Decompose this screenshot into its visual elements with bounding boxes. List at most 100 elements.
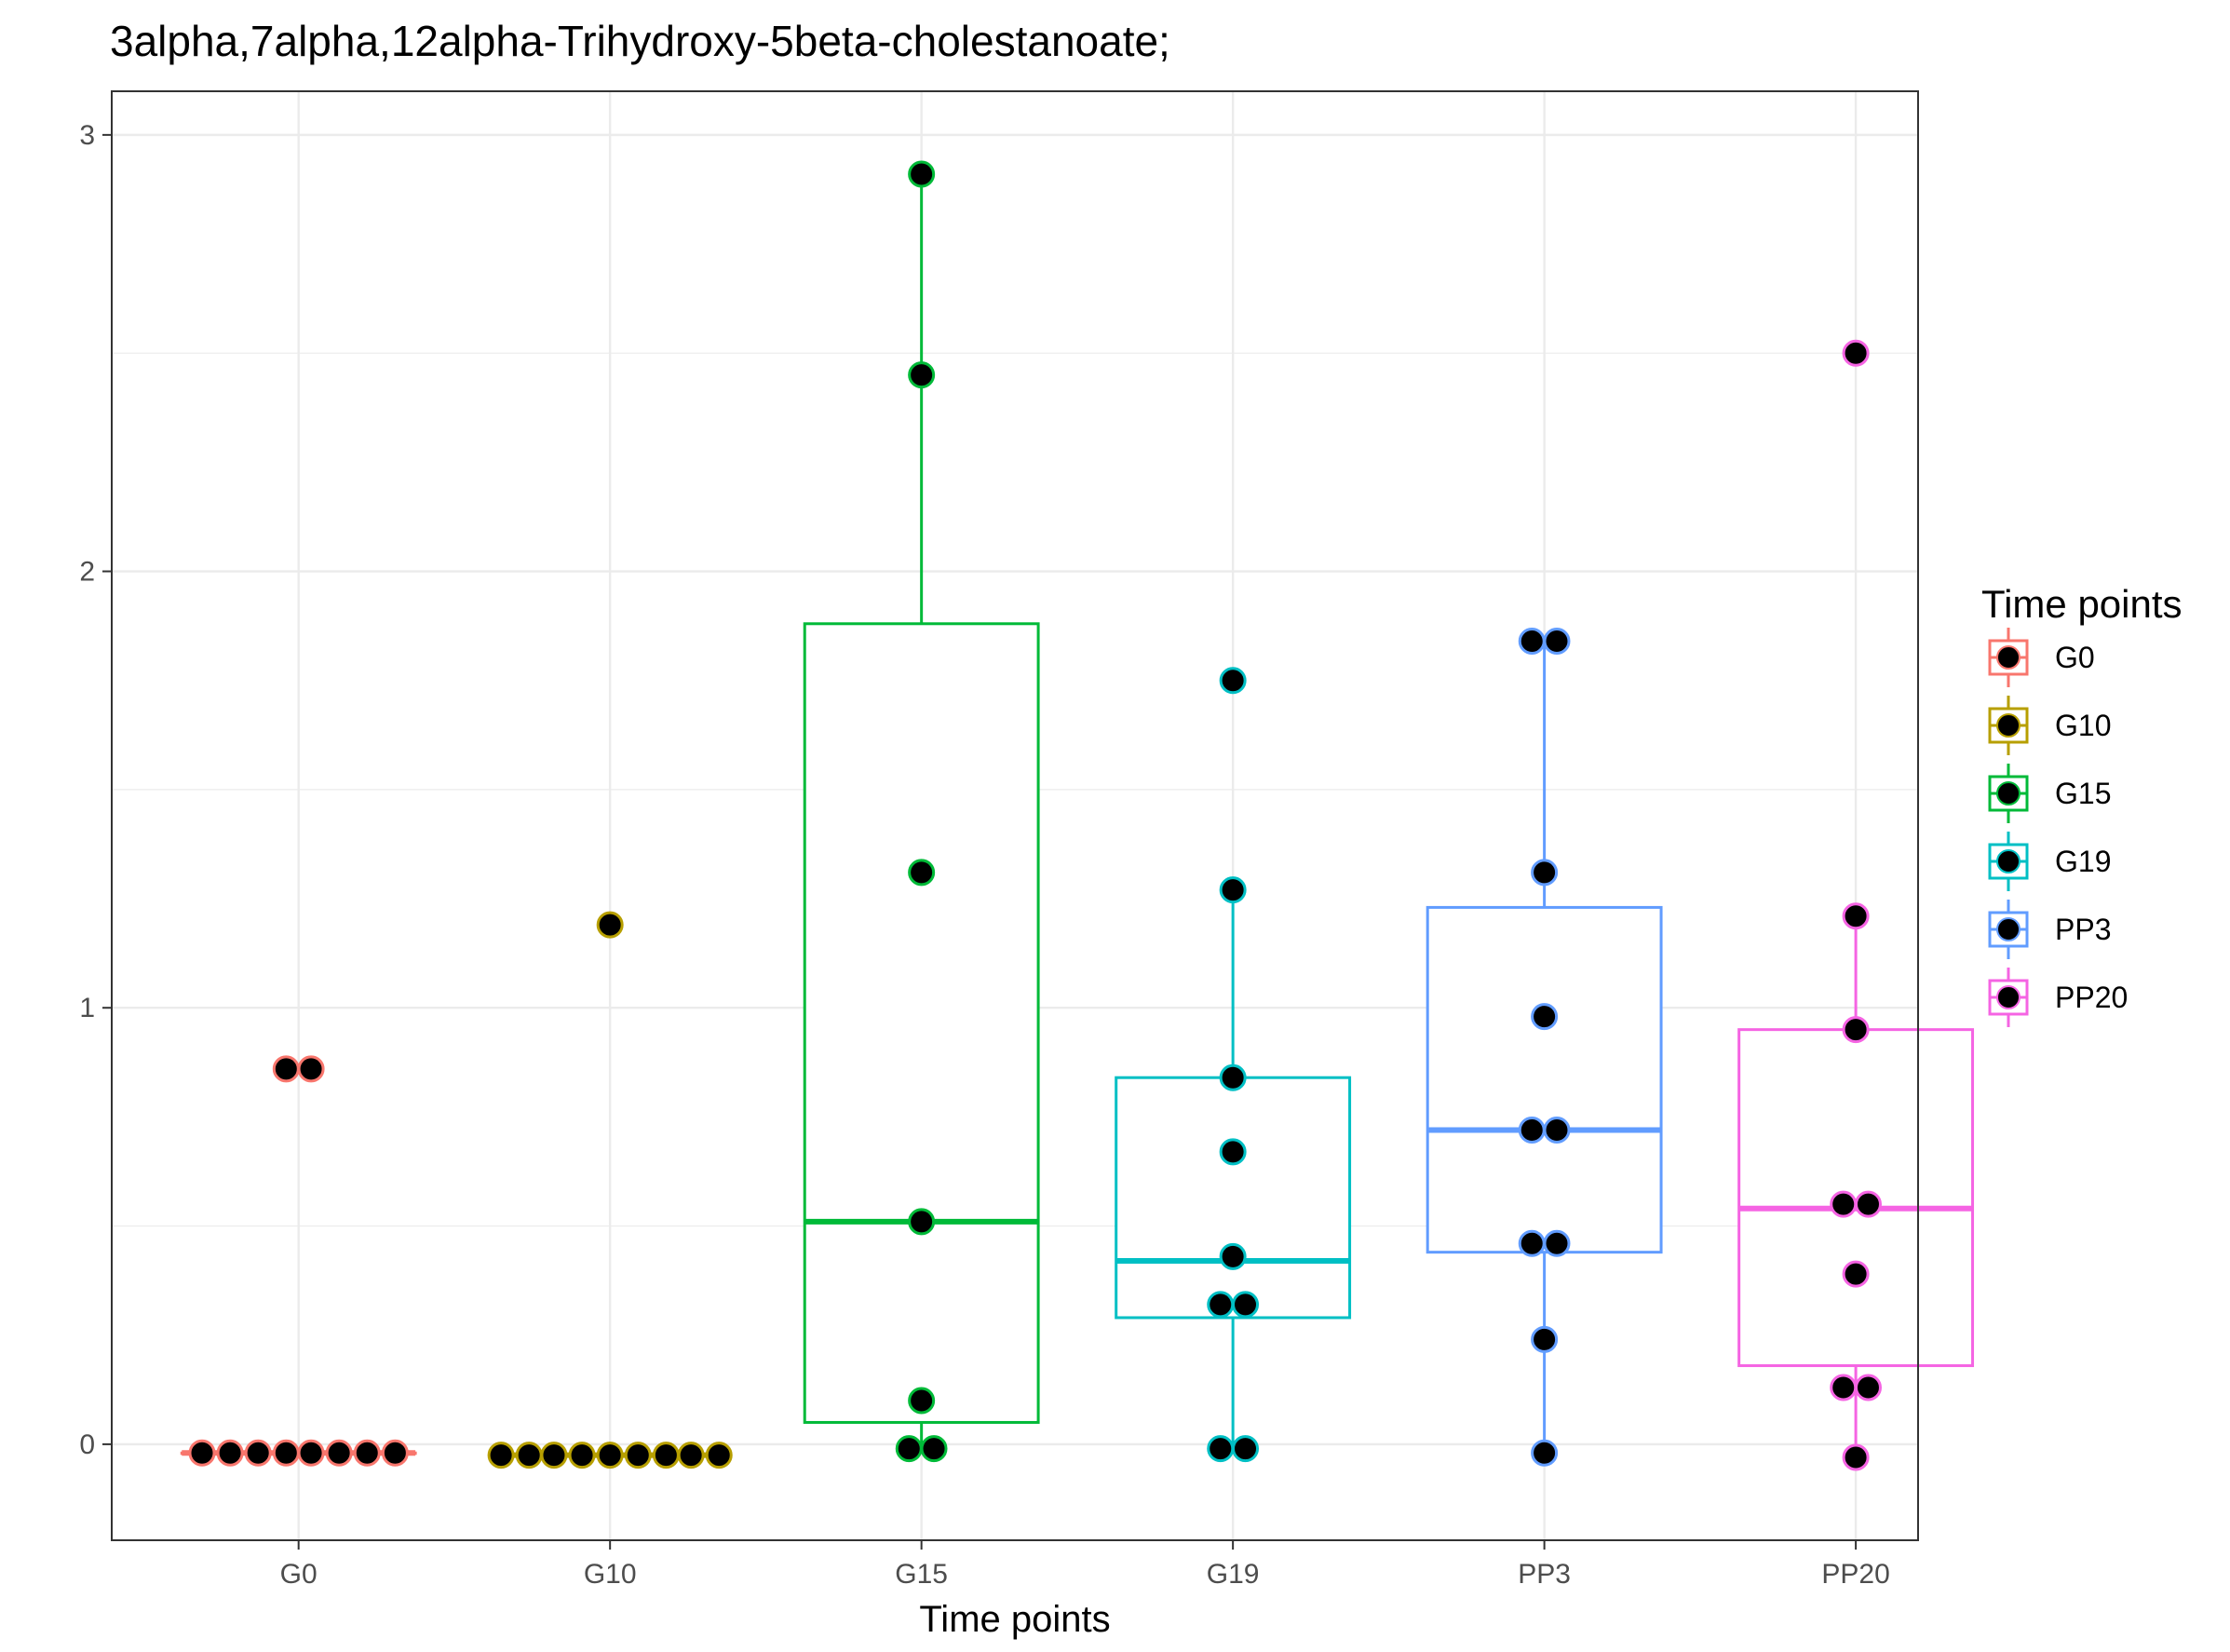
data-point bbox=[908, 160, 936, 188]
legend-item-g15: G15 bbox=[1988, 764, 2111, 823]
data-point bbox=[1543, 1229, 1571, 1257]
data-point bbox=[908, 1387, 936, 1415]
data-point bbox=[596, 911, 624, 939]
data-point bbox=[1830, 1190, 1858, 1218]
data-point bbox=[1543, 1116, 1571, 1144]
legend-item-pp20: PP20 bbox=[1988, 968, 2128, 1027]
legend-item-g10: G10 bbox=[1988, 696, 2111, 755]
data-point bbox=[540, 1442, 568, 1469]
data-point bbox=[188, 1439, 216, 1467]
data-point bbox=[1531, 859, 1559, 887]
x-tick-label: G10 bbox=[584, 1559, 637, 1590]
legend-item-g0: G0 bbox=[1988, 628, 2095, 687]
y-axis: 0 1 2 3 bbox=[79, 120, 112, 1460]
legend-item-g19: G19 bbox=[1988, 832, 2111, 891]
x-axis-title: Time points bbox=[919, 1599, 1110, 1640]
data-point bbox=[1842, 902, 1870, 930]
data-point bbox=[908, 859, 936, 887]
box-body bbox=[1115, 1076, 1352, 1320]
data-point bbox=[1518, 1229, 1546, 1257]
data-point bbox=[1842, 1443, 1870, 1471]
legend-label: G19 bbox=[2055, 845, 2111, 878]
x-tick-label: G19 bbox=[1207, 1559, 1260, 1590]
y-tick-label: 3 bbox=[79, 120, 95, 151]
chart-title: 3alpha,7alpha,12alpha-Trihydroxy-5beta-c… bbox=[110, 17, 1170, 65]
data-point bbox=[908, 361, 936, 389]
box-body bbox=[1737, 1028, 1975, 1368]
x-tick-label: G15 bbox=[895, 1559, 948, 1590]
data-point bbox=[1531, 1003, 1559, 1031]
data-point bbox=[1854, 1190, 1882, 1218]
legend-key-point bbox=[1996, 985, 2021, 1009]
legend-label: G10 bbox=[2055, 709, 2111, 742]
x-tick-label: PP20 bbox=[1821, 1559, 1889, 1590]
data-point bbox=[272, 1439, 300, 1467]
x-tick-label: PP3 bbox=[1518, 1559, 1571, 1590]
legend-item-pp3: PP3 bbox=[1988, 900, 2111, 959]
data-point bbox=[1207, 1435, 1235, 1463]
legend-label: G0 bbox=[2055, 641, 2095, 674]
data-point bbox=[1232, 1435, 1260, 1463]
data-point bbox=[244, 1439, 272, 1467]
legend-key-point bbox=[1996, 781, 2021, 806]
legend-label: G15 bbox=[2055, 777, 2111, 810]
legend-key-point bbox=[1996, 645, 2021, 670]
y-tick-label: 2 bbox=[79, 557, 95, 588]
box-pp3 bbox=[1426, 641, 1663, 1454]
box-body bbox=[1426, 905, 1663, 1254]
box-g19 bbox=[1115, 889, 1352, 1449]
data-point bbox=[1842, 1260, 1870, 1288]
data-point bbox=[920, 1435, 948, 1463]
legend-key-point bbox=[1996, 849, 2021, 873]
data-point bbox=[1219, 1138, 1247, 1166]
data-point bbox=[705, 1442, 733, 1469]
data-point bbox=[297, 1439, 325, 1467]
data-point bbox=[1518, 628, 1546, 656]
data-point bbox=[1219, 876, 1247, 904]
data-point bbox=[1207, 1291, 1235, 1319]
data-point bbox=[568, 1442, 596, 1469]
data-point bbox=[1531, 1325, 1559, 1353]
box-body bbox=[803, 622, 1040, 1424]
data-point bbox=[1842, 1016, 1870, 1044]
legend-key-point bbox=[1996, 713, 2021, 738]
legend: Time points G0 G10 G15 G19 PP3 PP20 bbox=[1981, 582, 2183, 1027]
data-point bbox=[1518, 1116, 1546, 1144]
data-point bbox=[381, 1439, 409, 1467]
data-point bbox=[216, 1439, 244, 1467]
data-point bbox=[272, 1055, 300, 1083]
y-tick-label: 1 bbox=[79, 993, 95, 1023]
data-point bbox=[624, 1442, 652, 1469]
box-g15 bbox=[803, 174, 1040, 1449]
data-point bbox=[1232, 1291, 1260, 1319]
data-point bbox=[1219, 667, 1247, 695]
data-point bbox=[487, 1442, 515, 1469]
data-point bbox=[1854, 1374, 1882, 1401]
box-pp20 bbox=[1737, 915, 1975, 1457]
data-points bbox=[188, 160, 1882, 1471]
data-point bbox=[895, 1435, 923, 1463]
data-point bbox=[652, 1442, 680, 1469]
plot-border bbox=[111, 90, 1919, 1541]
data-point bbox=[1219, 1063, 1247, 1091]
data-point bbox=[677, 1442, 705, 1469]
data-point bbox=[1219, 1242, 1247, 1270]
legend-label: PP20 bbox=[2055, 981, 2128, 1014]
data-point bbox=[1531, 1439, 1559, 1467]
data-point bbox=[1842, 339, 1870, 367]
data-point bbox=[596, 1442, 624, 1469]
data-point bbox=[515, 1442, 543, 1469]
data-point bbox=[908, 1208, 936, 1236]
legend-key-point bbox=[1996, 917, 2021, 941]
data-point bbox=[1543, 628, 1571, 656]
y-tick-label: 0 bbox=[79, 1429, 95, 1460]
data-point bbox=[1830, 1374, 1858, 1401]
data-point bbox=[297, 1055, 325, 1083]
legend-label: PP3 bbox=[2055, 913, 2111, 946]
box-plots bbox=[180, 174, 1975, 1458]
data-point bbox=[325, 1439, 353, 1467]
x-axis: G0 G10 G15 G19 PP3 PP20 bbox=[280, 1540, 1890, 1590]
legend-title: Time points bbox=[1981, 582, 2183, 626]
x-tick-label: G0 bbox=[280, 1559, 318, 1590]
